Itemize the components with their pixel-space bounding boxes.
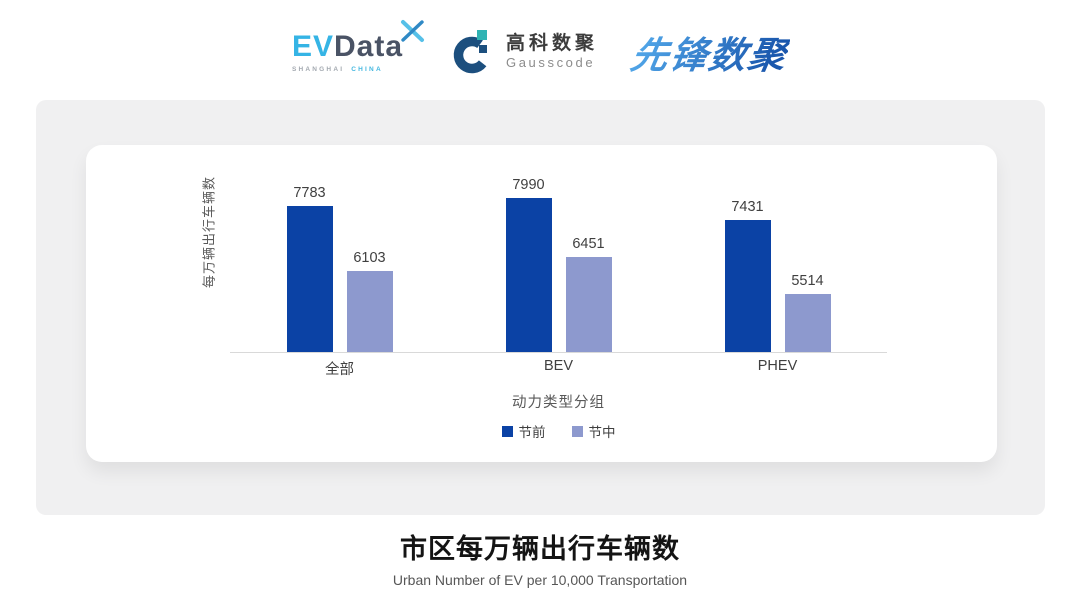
bar-节中-PHEV: 5514 [784,273,831,352]
evdata-data-text: Data [333,29,404,63]
evdata-star-icon [401,19,425,42]
legend-item-节中: 节中 [571,421,616,441]
gausscode-cn-text: 高科数聚 [506,33,599,55]
bar-value-label: 7783 [293,185,326,201]
bar-value-label: 6451 [572,236,605,252]
bar-节前-PHEV: 7431 [724,199,771,352]
category-label-全部: 全部 [325,362,354,378]
legend-label: 节中 [588,425,616,440]
x-axis-label: 动力类型分组 [512,395,605,411]
gausscode-g-icon [453,30,491,74]
gausscode-text: 高科数聚 Gausscode [506,33,598,70]
legend-swatch [501,425,513,437]
bar-节中-全部: 6103 [346,250,393,352]
legend-item-节前: 节前 [501,421,546,441]
legend-label: 节前 [518,425,546,440]
chart-subtitle: Urban Number of EV per 10,000 Transporta… [392,572,688,588]
evdata-ev-text: EV [291,29,334,63]
gausscode-en-text: Gausscode [506,55,596,71]
evdata-china-text: CHINA [351,65,383,73]
x-axis-line [230,352,887,353]
evdata-subtitle: SHANGHAI CHINA [292,66,403,73]
category-axis: 全部 BEV PHEV [230,358,887,379]
y-axis-label: 每万辆出行车辆数 [201,175,217,289]
bar-value-label: 5514 [791,273,824,289]
caption: 市区每万辆出行车辆数 Urban Number of EV per 10,000… [0,527,1080,588]
bar-节前-全部: 7783 [286,185,333,352]
category-label-PHEV: PHEV [757,358,798,374]
bar-group-PHEV: 7431 5514 [668,190,887,352]
bar-value-label: 6103 [353,250,386,266]
chart-card: 每万辆出行车辆数 7783 6103 7990 6451 7431 5514 全部 BEV P… [86,145,997,462]
header-logos: EVData SHANGHAI CHINA 高科数聚 Gausscode [0,19,1080,82]
bar-节前-BEV: 7990 [505,177,552,352]
evdata-logo: EVData SHANGHAI CHINA [291,19,425,73]
bar-group-全部: 7783 6103 [230,185,449,352]
bar-chart-plot: 7783 6103 7990 6451 7431 5514 [230,177,887,353]
chart-legend: 节前 节中 [230,421,887,441]
pioneer-logo-text: 先锋数聚 [627,35,792,76]
gausscode-logo: 高科数聚 Gausscode [451,28,598,76]
bar-group-BEV: 7990 6451 [449,177,668,352]
evdata-shanghai-text: SHANGHAI [291,65,345,73]
bar-value-label: 7990 [512,177,545,193]
category-label-BEV: BEV [543,358,573,374]
chart-title: 市区每万辆出行车辆数 [400,534,680,564]
evdata-wordmark: EVData [291,19,425,63]
bar-value-label: 7431 [731,199,764,215]
bar-节中-BEV: 6451 [565,236,612,352]
gray-panel: 每万辆出行车辆数 7783 6103 7990 6451 7431 5514 全部 BEV P… [36,100,1045,515]
pioneer-logo: 先锋数聚 [627,25,793,79]
legend-swatch [571,425,583,437]
